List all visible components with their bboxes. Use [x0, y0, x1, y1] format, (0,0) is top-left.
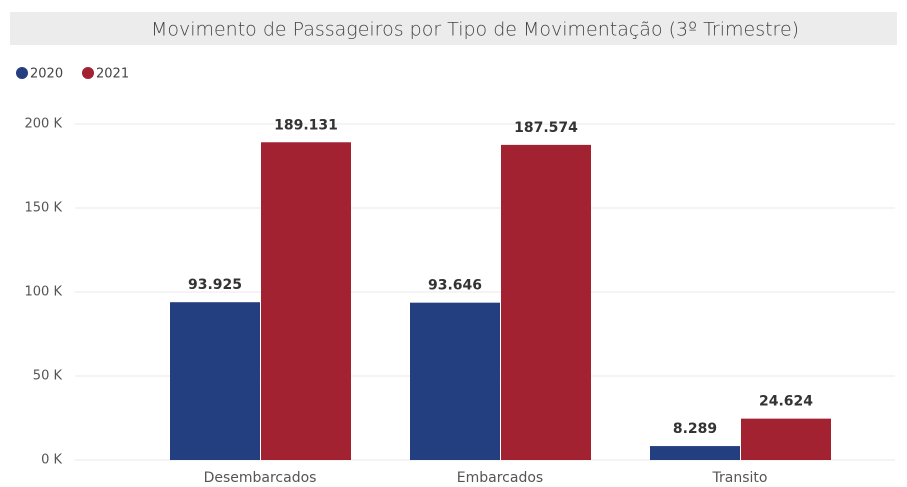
legend-label: 2021: [96, 67, 129, 82]
y-tick-label: 150 K: [25, 201, 63, 216]
data-label: 8.289: [673, 421, 717, 437]
y-tick-label: 50 K: [33, 369, 63, 384]
y-tick-label: 200 K: [25, 117, 63, 132]
data-label: 93.925: [188, 277, 242, 293]
data-label: 93.646: [428, 278, 482, 294]
legend-swatch: [16, 67, 28, 79]
bar: [410, 302, 500, 460]
data-label: 187.574: [514, 120, 578, 136]
legend-swatch: [82, 67, 94, 79]
bar: [261, 142, 351, 460]
x-tick-label: Transito: [712, 470, 768, 486]
chart-title: Movimento de Passageiros por Tipo de Mov…: [151, 19, 799, 41]
bar: [741, 418, 831, 460]
data-label: 189.131: [274, 117, 338, 133]
legend-label: 2020: [30, 67, 63, 82]
bar: [650, 446, 740, 460]
y-tick-label: 100 K: [25, 285, 63, 300]
title-bar: [10, 12, 897, 45]
data-label: 24.624: [759, 394, 813, 410]
x-tick-label: Embarcados: [457, 470, 543, 486]
x-tick-label: Desembarcados: [204, 470, 317, 486]
y-tick-label: 0 K: [41, 453, 62, 468]
bar: [170, 302, 260, 460]
bar: [501, 144, 591, 461]
